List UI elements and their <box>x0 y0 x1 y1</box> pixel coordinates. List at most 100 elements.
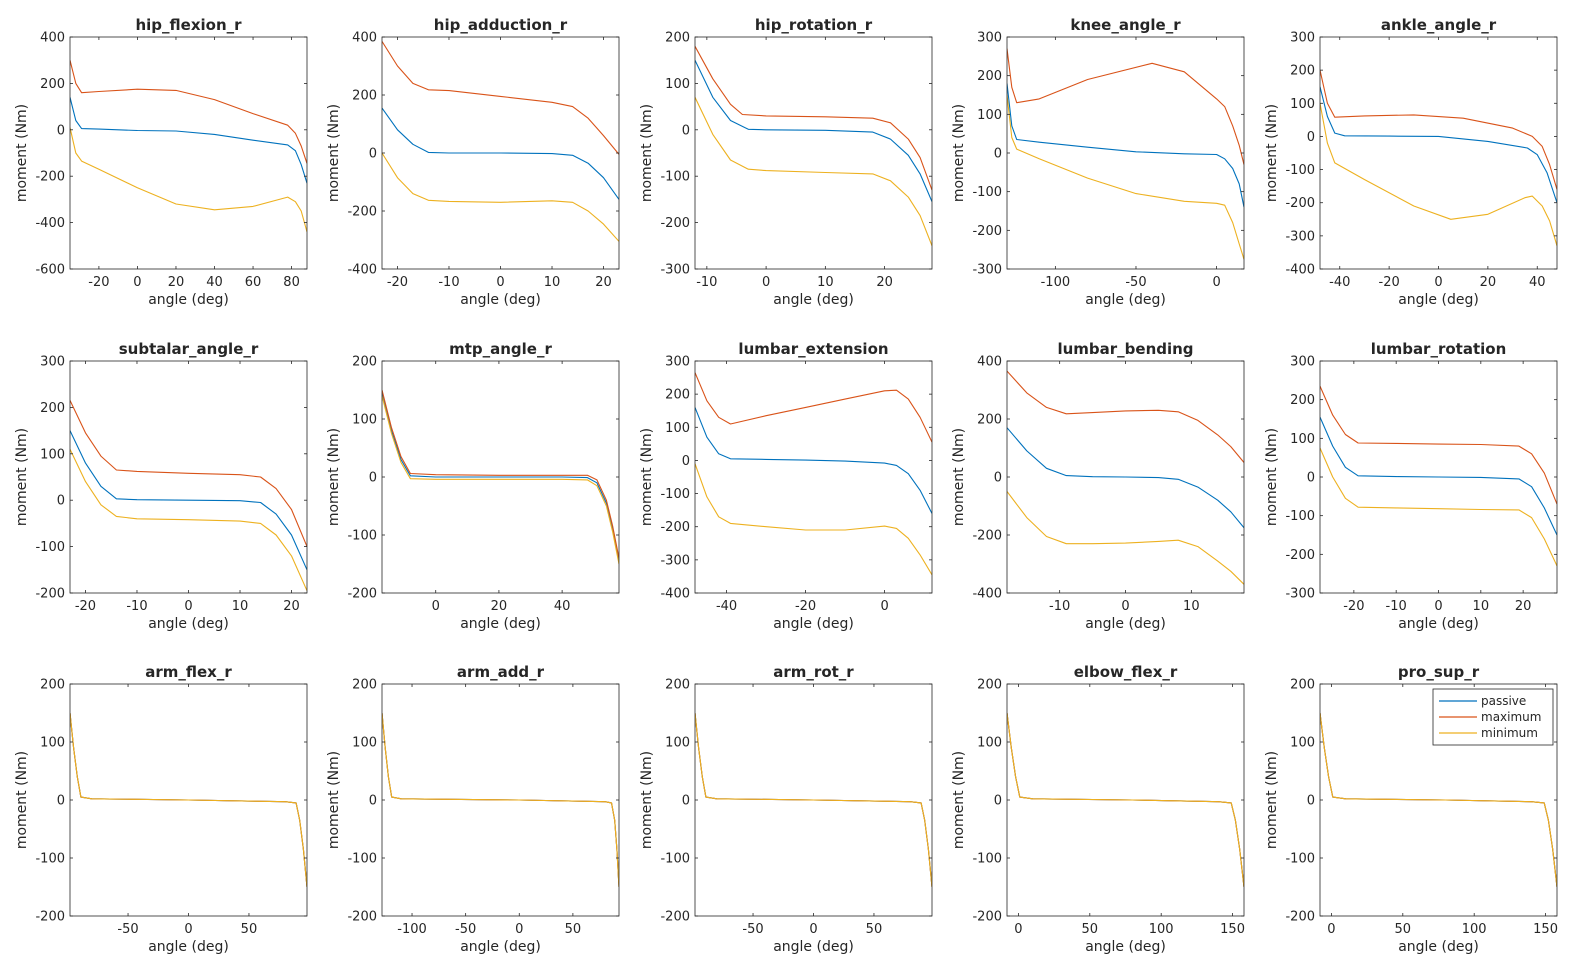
subplot-title: lumbar_rotation <box>1371 340 1507 358</box>
y-tick-label: 100 <box>40 447 65 462</box>
x-tick-label: 0 <box>184 599 192 614</box>
series-line-minimum <box>70 712 307 888</box>
y-tick-label: 400 <box>977 355 1002 370</box>
y-tick-label: -100 <box>1285 163 1315 178</box>
series-group <box>70 400 307 591</box>
legend-label-minimum: minimum <box>1481 726 1538 740</box>
series-line-minimum <box>70 448 307 591</box>
y-axis-label: moment (Nm) <box>1264 428 1280 526</box>
subplot-title: lumbar_extension <box>738 340 888 358</box>
y-tick-label: -400 <box>347 263 377 278</box>
series-line-passive <box>70 97 307 184</box>
series-line-minimum <box>695 712 932 888</box>
x-tick-label: 0 <box>1212 275 1220 290</box>
x-tick-label: -20 <box>75 599 96 614</box>
legend: passive maximum minimum <box>1432 688 1554 746</box>
y-tick-label: -200 <box>35 170 65 185</box>
x-axis-label: angle (deg) <box>1085 616 1166 632</box>
x-tick-label: 50 <box>1082 922 1099 937</box>
y-tick-label: 400 <box>352 31 377 46</box>
series-group <box>1007 712 1244 888</box>
series-line-minimum <box>1320 447 1557 567</box>
subplot-title: arm_flex_r <box>145 663 232 681</box>
series-group <box>70 60 307 233</box>
y-tick-label: -200 <box>1285 910 1315 925</box>
subplot-elbow-flex-r: 0 50 100 150 -200 -100 0 100 200 elbow_flex_rangl… <box>951 663 1245 955</box>
y-tick-label: 400 <box>40 31 65 46</box>
x-tick-label: 0 <box>432 599 440 614</box>
y-tick-label: -200 <box>972 910 1002 925</box>
y-tick-label: 0 <box>1307 471 1315 486</box>
y-tick-label: 200 <box>977 678 1002 693</box>
y-tick-label: -100 <box>1285 509 1315 524</box>
series-line-minimum <box>1007 94 1244 260</box>
x-tick-label: -50 <box>455 922 476 937</box>
subplot-knee-angle-r: -100 -50 0 -300 -200 -100 0 100 200 300 knee_angle… <box>951 16 1245 308</box>
y-tick-label: 200 <box>665 678 690 693</box>
x-tick-label: 50 <box>1395 922 1412 937</box>
y-tick-label: 100 <box>352 413 377 428</box>
x-tick-label: 150 <box>1220 922 1245 937</box>
y-tick-label: 300 <box>1290 31 1315 46</box>
y-tick-label: 0 <box>369 147 377 162</box>
x-axis-label: angle (deg) <box>1085 292 1166 308</box>
series-line-passive <box>382 107 619 200</box>
subplot-arm-add-r: -100 -50 0 50 -200 -100 0 100 200 arm_add_rangle … <box>326 663 620 955</box>
y-tick-label: 200 <box>977 413 1002 428</box>
y-tick-label: -100 <box>660 170 690 185</box>
y-tick-label: 0 <box>369 794 377 809</box>
subplot-lumbar-extension: -40 -20 0-400-300-200-1000100200300lumbar_… <box>639 340 933 632</box>
series-line-maximum <box>382 41 619 155</box>
x-axis-label: angle (deg) <box>460 292 541 308</box>
axes-box <box>69 360 308 594</box>
series-line-maximum <box>1007 48 1244 165</box>
x-tick-label: -10 <box>438 275 459 290</box>
y-tick-label: 0 <box>57 794 65 809</box>
subplot-title: hip_flexion_r <box>135 16 242 34</box>
x-tick-label: -40 <box>716 599 737 614</box>
x-tick-label: -20 <box>1379 275 1400 290</box>
x-tick-label: 20 <box>876 275 893 290</box>
series-group <box>695 372 932 576</box>
y-tick-label: 200 <box>1290 64 1315 79</box>
y-tick-label: 0 <box>1307 794 1315 809</box>
x-tick-label: 80 <box>283 275 300 290</box>
y-tick-label: -300 <box>1285 229 1315 244</box>
series-group <box>1007 48 1244 260</box>
x-tick-label: 40 <box>1529 275 1546 290</box>
y-tick-label: 100 <box>977 736 1002 751</box>
series-group <box>382 712 619 888</box>
x-tick-label: 10 <box>544 275 561 290</box>
y-tick-label: -200 <box>347 587 377 602</box>
y-tick-label: -300 <box>660 263 690 278</box>
y-tick-label: -200 <box>1285 196 1315 211</box>
y-tick-label: 200 <box>977 69 1002 84</box>
x-tick-label: 10 <box>1473 599 1490 614</box>
y-tick-label: -400 <box>972 587 1002 602</box>
y-tick-label: -300 <box>660 553 690 568</box>
x-axis-label: angle (deg) <box>1085 939 1166 955</box>
y-tick-label: 0 <box>369 471 377 486</box>
series-line-minimum <box>695 463 932 576</box>
x-axis-label: angle (deg) <box>773 616 854 632</box>
y-tick-label: 100 <box>1290 736 1315 751</box>
series-line-maximum <box>70 60 307 164</box>
y-tick-label: 0 <box>682 454 690 469</box>
series-line-passive <box>1007 427 1244 529</box>
y-tick-label: 100 <box>665 77 690 92</box>
axes-box <box>69 36 308 270</box>
x-tick-label: -10 <box>696 275 717 290</box>
series-line-minimum <box>382 152 619 242</box>
x-tick-label: 100 <box>1149 922 1174 937</box>
series-line-minimum <box>1320 712 1557 888</box>
x-tick-label: 0 <box>1327 922 1335 937</box>
x-tick-label: 0 <box>1014 922 1022 937</box>
y-tick-label: 200 <box>40 401 65 416</box>
y-tick-label: 0 <box>682 123 690 138</box>
y-tick-label: -400 <box>1285 263 1315 278</box>
x-tick-label: 0 <box>762 275 770 290</box>
subplot-title: lumbar_bending <box>1057 340 1193 358</box>
y-tick-label: 200 <box>665 388 690 403</box>
